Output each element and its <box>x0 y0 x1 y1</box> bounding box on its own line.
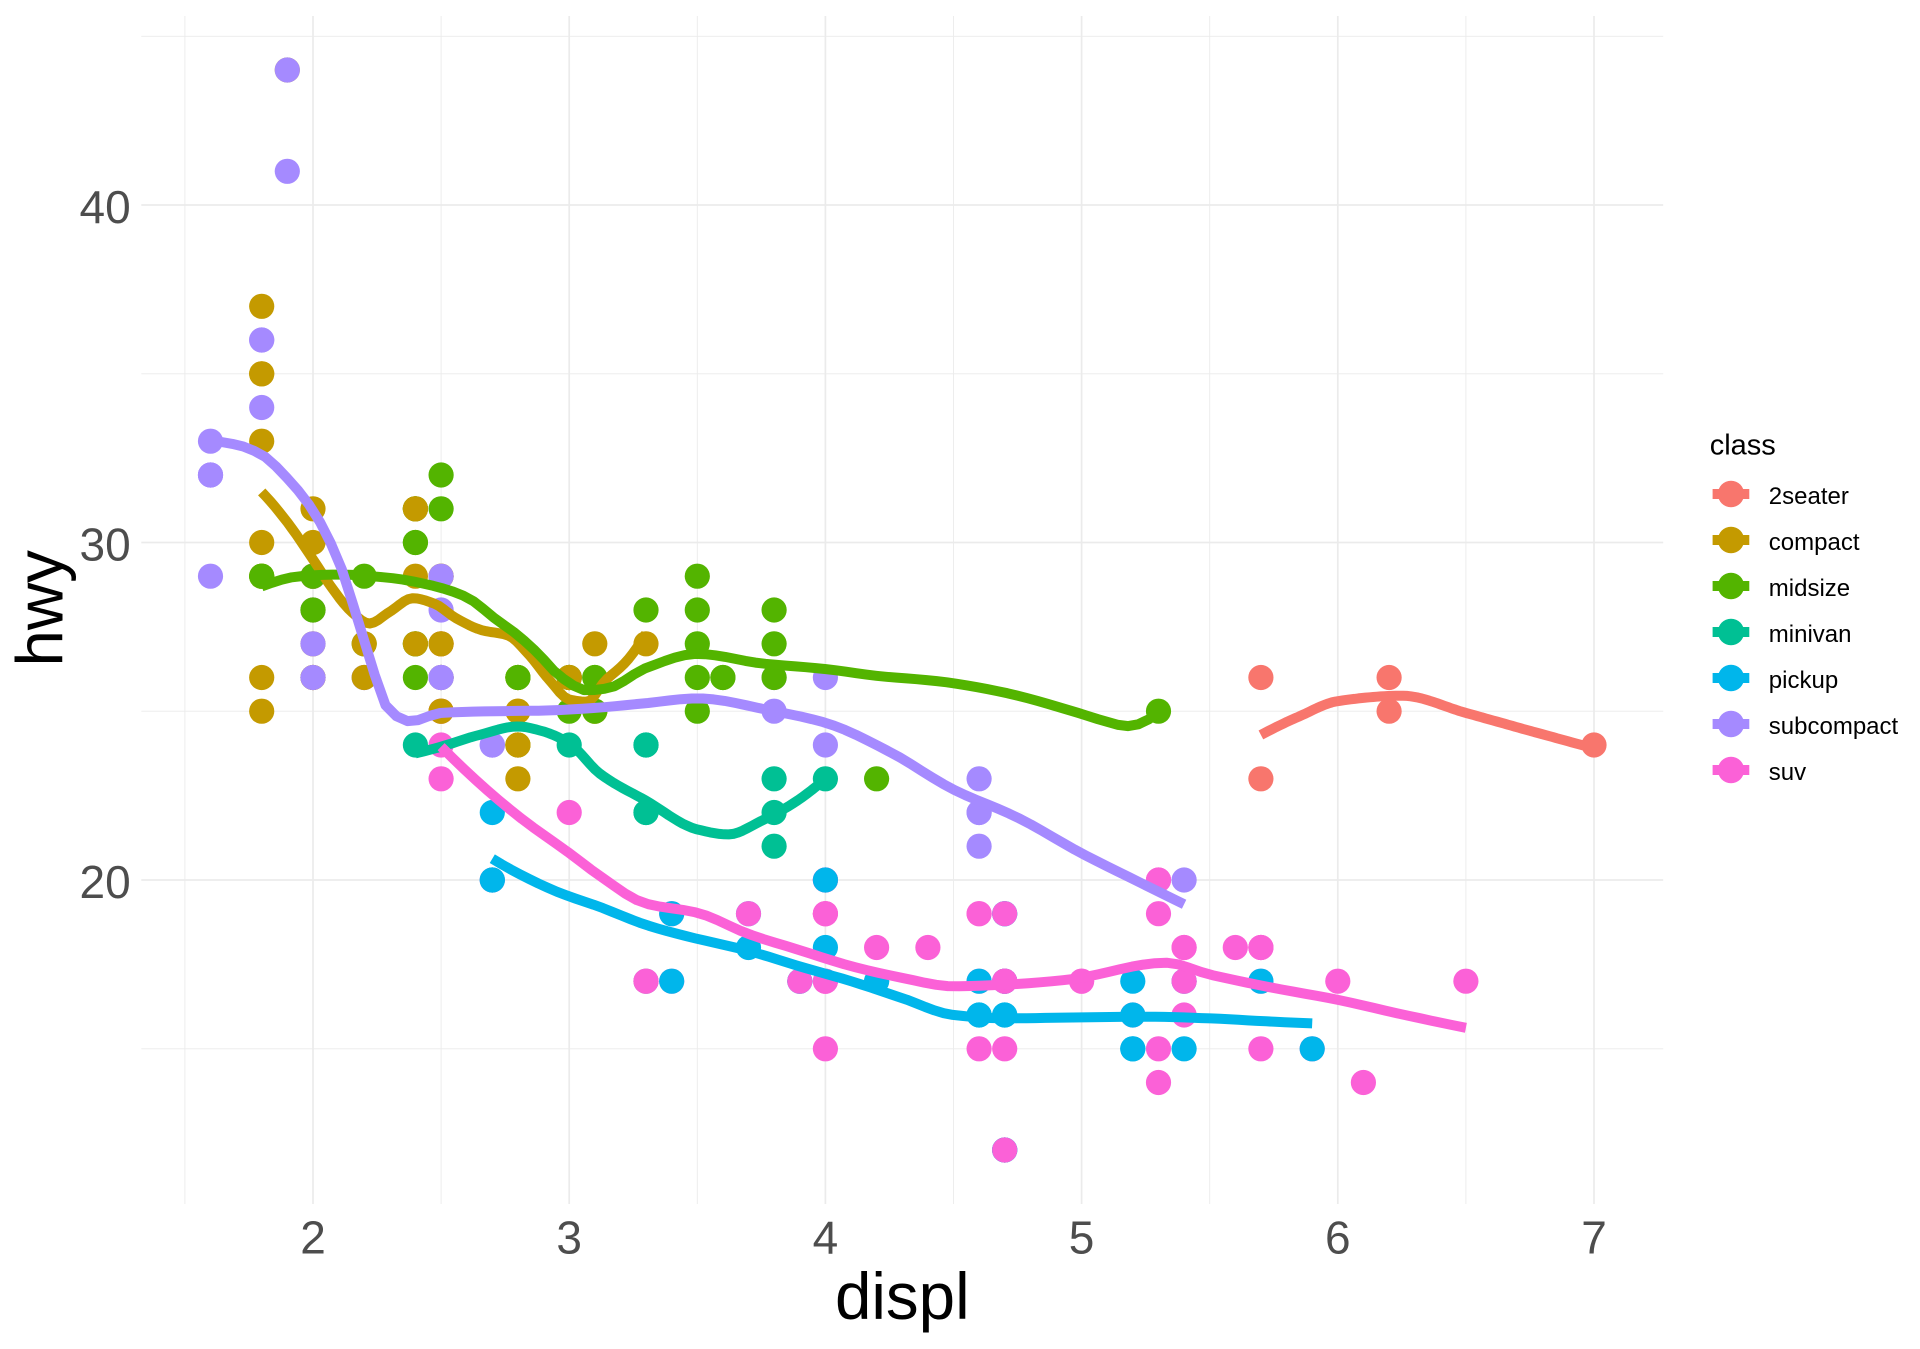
svg-text:7: 7 <box>1581 1211 1607 1263</box>
svg-text:2seater: 2seater <box>1769 483 1849 510</box>
svg-text:pickup: pickup <box>1769 667 1838 694</box>
svg-text:4: 4 <box>813 1211 839 1263</box>
svg-text:6: 6 <box>1325 1211 1351 1263</box>
svg-text:20: 20 <box>80 856 131 908</box>
svg-text:5: 5 <box>1069 1211 1095 1263</box>
svg-text:compact: compact <box>1769 529 1860 556</box>
svg-text:midsize: midsize <box>1769 575 1850 602</box>
svg-text:2: 2 <box>300 1211 326 1263</box>
svg-text:hwy: hwy <box>3 550 76 667</box>
svg-text:suv: suv <box>1769 759 1806 786</box>
svg-text:class: class <box>1710 430 1776 462</box>
svg-text:subcompact: subcompact <box>1769 713 1899 740</box>
svg-text:30: 30 <box>80 519 131 571</box>
svg-text:minivan: minivan <box>1769 621 1852 648</box>
svg-text:40: 40 <box>80 181 131 233</box>
svg-text:3: 3 <box>556 1211 582 1263</box>
svg-text:displ: displ <box>835 1260 970 1333</box>
